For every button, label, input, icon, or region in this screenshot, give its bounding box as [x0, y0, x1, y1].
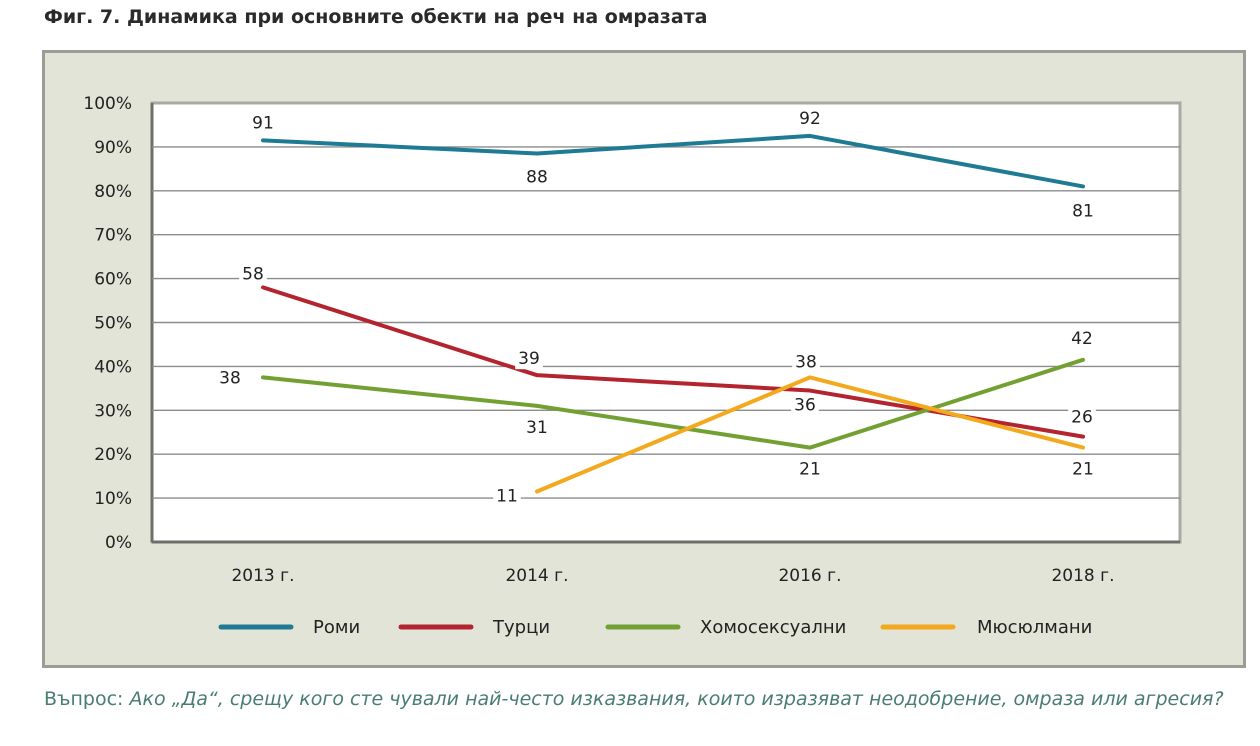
y-axis: 0% 10% 20% 30% 40% 50% 60% 70% 80% 90% 100% — [83, 94, 132, 553]
y-tick-label: 50% — [94, 314, 132, 334]
x-tick-label: 2018 г. — [1051, 566, 1114, 586]
series-line — [261, 133, 1085, 189]
x-tick-label: 2016 г. — [778, 566, 841, 586]
data-label: 42 — [1071, 329, 1093, 349]
x-axis: 2013 г. 2014 г. 2016 г. 2018 г. — [231, 566, 1114, 586]
legend-label: Мюсюлмани — [977, 617, 1092, 638]
y-tick-label: 0% — [105, 533, 132, 553]
data-label: 81 — [1072, 201, 1094, 221]
data-label-background — [792, 352, 820, 373]
y-tick-label: 90% — [94, 138, 132, 158]
data-label: 91 — [252, 113, 274, 133]
data-label: 58 — [242, 264, 264, 284]
data-label: 38 — [795, 352, 817, 372]
data-label: 31 — [526, 418, 548, 438]
data-label-background — [1069, 201, 1097, 222]
data-label-background — [1069, 459, 1097, 480]
data-label: 92 — [799, 109, 821, 129]
data-label-background — [239, 264, 267, 285]
data-label: 11 — [496, 487, 518, 507]
data-label-background — [523, 167, 551, 188]
x-tick-label: 2013 г. — [231, 566, 294, 586]
data-label-background — [515, 349, 543, 370]
data-label-background — [493, 486, 521, 507]
question-text: Ако „Да“, срещу кого сте чували най-чест… — [129, 688, 1224, 710]
gridlines — [152, 146, 1180, 499]
data-label: 36 — [794, 396, 816, 416]
data-label: 21 — [1072, 460, 1094, 480]
y-tick-label: 60% — [94, 270, 132, 290]
data-label: 88 — [526, 167, 548, 187]
data-label-background — [796, 459, 824, 480]
data-label: 38 — [219, 368, 241, 388]
data-label-background — [216, 368, 244, 389]
y-tick-label: 100% — [83, 94, 132, 114]
data-labels: 91 88 92 81 58 39 36 26 38 31 21 42 11 38 21 — [216, 108, 1097, 507]
data-label-background — [791, 395, 819, 416]
data-label-background — [796, 108, 824, 129]
y-tick-label: 80% — [94, 182, 132, 202]
data-label-background — [249, 113, 277, 134]
data-label-background — [1068, 407, 1096, 428]
survey-question: Въпрос: Ако „Да“, срещу кого сте чували … — [44, 687, 1224, 712]
legend: Роми Турци Хомосексуални Мюсюлмани — [218, 617, 1092, 638]
legend-label: Турци — [492, 617, 550, 638]
chart-frame: 0% 10% 20% 30% 40% 50% 60% 70% 80% 90% 100% 2013 г… — [42, 50, 1246, 668]
legend-label: Хомосексуални — [700, 617, 846, 638]
data-label: 26 — [1071, 408, 1093, 428]
y-tick-label: 20% — [94, 445, 132, 465]
y-tick-label: 30% — [94, 401, 132, 421]
data-label: 39 — [518, 349, 540, 369]
data-label: 21 — [799, 460, 821, 480]
x-tick-label: 2014 г. — [505, 566, 568, 586]
series-line — [261, 357, 1085, 450]
data-label-background — [523, 417, 551, 438]
figure-title: Фиг. 7. Динамика при основните обекти на… — [44, 6, 708, 28]
y-tick-label: 70% — [94, 226, 132, 246]
y-tick-label: 10% — [94, 489, 132, 509]
series-lines — [261, 133, 1085, 494]
line-chart: 0% 10% 20% 30% 40% 50% 60% 70% 80% 90% 100% 2013 г… — [83, 94, 1182, 638]
data-label-background — [1068, 328, 1096, 349]
y-tick-label: 40% — [94, 357, 132, 377]
legend-label: Роми — [313, 617, 360, 638]
question-label: Въпрос: — [44, 688, 124, 710]
